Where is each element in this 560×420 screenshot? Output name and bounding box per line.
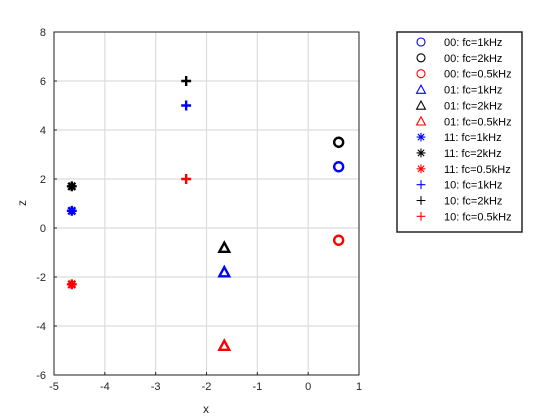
legend-label: 10: fc=2kHz: [444, 196, 502, 208]
x-tick-label: -5: [49, 381, 59, 393]
plus-marker: [416, 196, 426, 205]
asterisk-marker: [66, 181, 77, 192]
asterisk-marker: [416, 132, 426, 142]
legend-label: 01: fc=0.5kHz: [444, 116, 512, 128]
y-tick-label: 0: [40, 223, 46, 235]
triangle-marker: [217, 240, 232, 254]
legend-item: 11: fc=0.5kHz: [416, 164, 511, 176]
legend-item: 11: fc=1kHz: [416, 132, 502, 144]
legend-item: 00: fc=2kHz: [416, 53, 502, 65]
legend-item: 00: fc=1kHz: [416, 37, 502, 49]
triangle-marker: [415, 83, 427, 94]
series-group: [181, 76, 192, 86]
asterisk-marker: [66, 279, 77, 290]
series-group: [332, 234, 345, 246]
series-group: [66, 205, 77, 216]
series-group: [181, 174, 192, 184]
y-tick-label: 8: [40, 27, 46, 39]
circle-marker: [332, 136, 345, 148]
x-tick-label: 1: [356, 381, 362, 393]
series-group: [217, 338, 232, 352]
y-tick-label: 4: [40, 125, 46, 137]
series-group: [332, 161, 345, 173]
legend-item: 10: fc=1kHz: [416, 180, 502, 192]
legend-item: 01: fc=2kHz: [415, 99, 502, 112]
data-points: [66, 76, 345, 352]
series-group: [217, 264, 232, 278]
x-tick-label: -1: [252, 381, 262, 393]
asterisk-marker: [416, 148, 426, 158]
x-axis-ticks: -5 -4 -3 -2 -1 0 1: [49, 372, 362, 393]
y-tick-label: -2: [36, 272, 46, 284]
legend-item: 00: fc=0.5kHz: [416, 69, 512, 81]
y-tick-label: 2: [40, 174, 46, 186]
legend-item: 01: fc=0.5kHz: [415, 115, 512, 128]
y-tick-label: -4: [36, 321, 46, 333]
y-axis-label: z: [15, 200, 29, 206]
legend-item: 11: fc=2kHz: [416, 148, 502, 160]
legend-label: 11: fc=0.5kHz: [444, 164, 511, 176]
legend-label: 11: fc=2kHz: [444, 148, 502, 160]
circle-marker: [416, 69, 426, 79]
triangle-marker: [217, 264, 232, 278]
y-axis-ticks: -6 -4 -2 0 2 4 6 8: [36, 27, 57, 382]
legend-box: [396, 31, 523, 233]
triangle-marker: [415, 99, 427, 110]
plus-marker: [416, 211, 426, 221]
legend-label: 01: fc=2kHz: [444, 100, 502, 112]
asterisk-marker: [416, 164, 426, 174]
y-tick-label: 6: [40, 76, 46, 88]
plus-marker: [181, 174, 192, 184]
legend-label: 11: fc=1kHz: [444, 132, 502, 144]
x-tick-label: 0: [305, 381, 311, 393]
legend-item: 10: fc=2kHz: [416, 196, 502, 208]
x-tick-label: -2: [202, 381, 212, 393]
legend-label: 00: fc=2kHz: [444, 53, 502, 65]
y-tick-label: -6: [36, 370, 46, 382]
x-tick-label: -4: [100, 381, 110, 393]
legend-label: 01: fc=1kHz: [444, 85, 502, 97]
circle-marker: [416, 37, 426, 47]
plus-marker: [416, 180, 426, 190]
asterisk-marker: [66, 205, 77, 216]
x-axis-label: x: [203, 402, 209, 416]
series-group: [332, 136, 345, 148]
legend-item: 01: fc=1kHz: [415, 83, 502, 97]
circle-marker: [416, 53, 426, 63]
series-group: [66, 181, 77, 192]
x-tick-label: -3: [151, 381, 161, 393]
triangle-marker: [415, 115, 427, 126]
series-group: [66, 279, 77, 290]
circle-marker: [332, 234, 345, 246]
legend-label: 00: fc=1kHz: [444, 37, 502, 49]
series-group: [217, 240, 232, 254]
legend-item: 10: fc=0.5kHz: [416, 211, 512, 223]
plus-marker: [181, 100, 192, 111]
triangle-marker: [217, 338, 232, 352]
legend-label: 00: fc=0.5kHz: [444, 69, 512, 81]
legend-label: 10: fc=0.5kHz: [444, 211, 512, 223]
plus-marker: [181, 76, 192, 86]
legend: 00: fc=1kHz 00: fc=2kHz 00: fc=0.5kHz 01: f…: [396, 31, 523, 233]
series-group: [181, 100, 192, 111]
legend-label: 10: fc=1kHz: [444, 180, 502, 192]
circle-marker: [332, 161, 345, 173]
